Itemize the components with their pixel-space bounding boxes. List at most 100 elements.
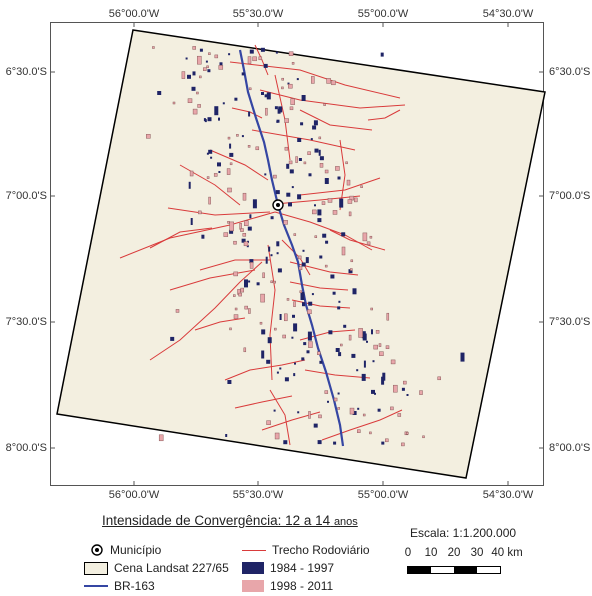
legend-item-br163: BR-163 — [84, 579, 155, 593]
clearing-patch — [242, 233, 247, 237]
clearing-patch — [246, 245, 249, 248]
clearing-patch — [201, 234, 205, 239]
clearing-patch — [393, 384, 398, 393]
clearing-patch — [284, 313, 288, 322]
legend-label-period1: 1984 - 1997 — [270, 561, 335, 575]
clearing-patch — [175, 309, 180, 313]
clearing-patch — [233, 240, 237, 245]
clearing-patch — [419, 390, 423, 395]
clearing-patch — [214, 54, 219, 59]
clearing-patch — [323, 103, 326, 106]
clearing-patch — [273, 280, 276, 284]
road-segment — [269, 389, 291, 446]
clearing-patch — [345, 161, 348, 165]
clearing-patch — [222, 102, 225, 105]
road-line-icon — [242, 549, 266, 551]
clearing-patch — [397, 413, 402, 417]
clearing-patch — [401, 442, 405, 447]
road-segment — [149, 261, 263, 361]
clearing-patch — [437, 376, 441, 381]
clearing-patch — [370, 307, 373, 311]
clearing-patch — [314, 235, 318, 238]
clearing-patch — [260, 293, 265, 303]
coord-left-800s: 8°00.0'S — [5, 442, 47, 454]
clearing-patch — [219, 62, 223, 66]
clearing-patch — [181, 71, 186, 79]
clearing-patch — [207, 69, 211, 73]
clearing-patch — [338, 300, 341, 303]
coord-top-5430w: 54°30.0'W — [482, 8, 534, 20]
clearing-patch — [227, 380, 232, 384]
clearing-patch — [385, 438, 389, 443]
clearing-patch — [273, 174, 277, 179]
coord-right-730s: 7°30.0'S — [549, 316, 591, 328]
clearing-patch — [213, 173, 218, 177]
clearing-patch — [263, 63, 268, 68]
clearing-patch — [369, 235, 373, 239]
legend-item-period1: 1984 - 1997 — [242, 561, 334, 575]
clearing-patch — [386, 312, 390, 321]
clearing-patch — [252, 56, 257, 62]
clearing-patch — [301, 95, 306, 101]
clearing-patch — [288, 160, 293, 165]
coord-left-630s: 6°30.0'S — [5, 66, 47, 78]
clearing-patch — [324, 169, 329, 174]
road-segment — [234, 395, 293, 409]
clearing-patch — [279, 367, 282, 370]
legend-title: Intensidade de Convergência: 12 a 14 ano… — [102, 513, 358, 528]
clearing-patch — [290, 98, 295, 105]
clearing-patch — [303, 161, 307, 165]
period2-clearings — [146, 46, 441, 447]
clearing-patch — [327, 400, 329, 403]
clearing-patch — [293, 233, 297, 236]
clearing-patch — [196, 91, 199, 95]
clearing-patch — [206, 152, 209, 155]
clearing-patch — [303, 342, 307, 346]
clearing-patch — [460, 352, 465, 362]
clearing-patch — [297, 194, 302, 200]
road-segment — [194, 317, 246, 331]
road-segment — [299, 177, 381, 196]
clearing-patch — [293, 323, 298, 332]
road-segment — [251, 129, 356, 151]
clearing-patch — [189, 170, 194, 177]
clearing-patch — [297, 138, 302, 142]
clearing-patch — [205, 60, 208, 63]
clearing-patch — [210, 156, 213, 159]
legend-item-trecho: Trecho Rodoviário — [242, 543, 370, 557]
clearing-patch — [338, 352, 342, 357]
clearing-patch — [331, 80, 336, 86]
coord-bottom-55w: 55°00.0'W — [357, 489, 409, 501]
clearing-patch — [190, 218, 193, 225]
clearing-patch — [363, 360, 366, 368]
clearing-patch — [403, 380, 407, 385]
clearing-patch — [229, 229, 234, 234]
clearing-patch — [198, 210, 202, 215]
clearing-patch — [371, 389, 375, 394]
clearing-patch — [282, 334, 286, 339]
clearing-patch — [249, 49, 254, 54]
clearing-patch — [314, 148, 319, 153]
clearing-patch — [248, 111, 251, 117]
legend-item-landsat: Cena Landsat 227/65 — [84, 561, 229, 575]
clearing-patch — [247, 145, 251, 148]
clearing-patch — [362, 413, 366, 417]
clearing-patch — [369, 431, 372, 435]
clearing-patch — [318, 414, 322, 419]
scale-tick-label: 0 — [404, 547, 412, 559]
coord-bottom-56w: 56°00.0'W — [108, 489, 160, 501]
clearing-patch — [291, 336, 294, 339]
clearing-patch — [312, 125, 317, 130]
legend-title-text: Intensidade de Convergência: 12 a 14 — [102, 513, 331, 528]
legend-label-br163: BR-163 — [114, 579, 155, 593]
br163-line-icon — [84, 585, 108, 587]
clearing-patch — [324, 390, 329, 394]
clearing-patch — [218, 65, 224, 70]
br-163-highway — [238, 49, 345, 447]
clearing-patch — [341, 246, 346, 256]
clearing-patch — [260, 47, 265, 52]
coord-left-700s: 7°00.0'S — [5, 190, 47, 202]
legend-label-landsat: Cena Landsat 227/65 — [114, 561, 229, 575]
clearing-patch — [361, 373, 366, 381]
clearing-patch — [241, 72, 245, 76]
